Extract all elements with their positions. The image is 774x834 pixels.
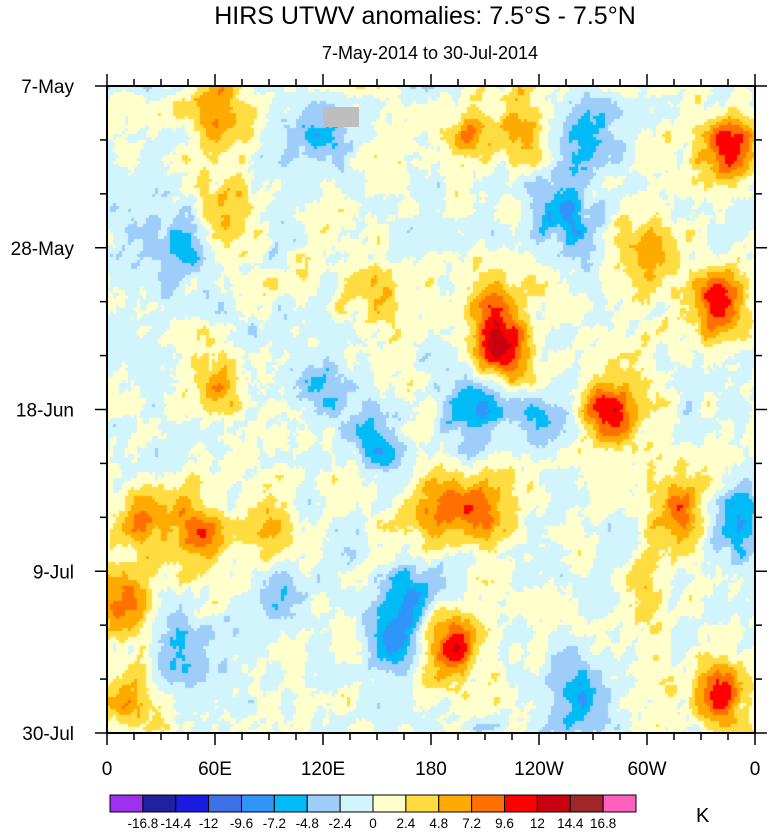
colorbar-level-label: -4.8 [296, 816, 319, 831]
colorbar-swatch [273, 794, 308, 813]
colorbar-swatch [438, 794, 473, 813]
colorbar-swatch [175, 794, 210, 813]
axis-ticks [95, 74, 767, 745]
colorbar-swatch [536, 794, 571, 813]
x-tick-label: 120W [514, 759, 564, 780]
chart-subtitle: 7-May-2014 to 30-Jul-2014 [322, 43, 538, 63]
colorbar-level-label: 2.4 [396, 816, 415, 831]
colorbar-swatch [306, 794, 341, 813]
colorbar-level-label: -9.6 [230, 816, 253, 831]
colorbar-swatch [602, 794, 637, 813]
colorbar-level-label: 16.8 [590, 816, 616, 831]
colorbar-level-label: -7.2 [263, 816, 286, 831]
colorbar-swatch [109, 794, 144, 813]
heatmap-field [107, 86, 755, 733]
x-tick-label: 60E [198, 759, 232, 780]
colorbar-level-label: -16.8 [127, 816, 158, 831]
colorbar-swatch [405, 794, 440, 813]
colorbar-swatch [569, 794, 604, 813]
colorbar-swatch [339, 794, 374, 813]
y-tick-label: 28-May [11, 239, 75, 260]
colorbar-swatch [471, 794, 505, 813]
colorbar-level-label: -2.4 [328, 816, 352, 831]
x-tick-label: 0 [750, 759, 761, 780]
y-tick-label: 30-Jul [22, 724, 74, 745]
colorbar-swatch [142, 794, 177, 813]
x-tick-label: 60W [627, 759, 666, 780]
y-tick-label: 9-Jul [33, 562, 74, 583]
x-tick-label: 0 [102, 759, 113, 780]
colorbar-units: K [696, 805, 710, 827]
colorbar-level-label: 4.8 [429, 816, 448, 831]
colorbar-labels: -16.8 -14.4 -12 -9.6 -7.2 -4.8 -2.4 0 2.4 4.8 7.2 9… [127, 816, 616, 831]
colorbar-level-label: -14.4 [160, 816, 191, 831]
colorbar-swatch [241, 794, 275, 813]
x-tick-label: 120E [301, 759, 345, 780]
colorbar-level-label: 0 [369, 816, 377, 831]
y-axis-labels: 7-May 28-May 18-Jun 9-Jul 30-Jul [11, 77, 75, 745]
colorbar-swatch [372, 794, 407, 813]
colorbar-level-label: 9.6 [495, 816, 514, 831]
x-tick-label: 180 [415, 759, 447, 780]
colorbar [109, 794, 637, 813]
x-axis-labels: 0 60E 120E 180 120W 60W 0 [102, 759, 761, 780]
y-tick-label: 18-Jun [16, 401, 74, 422]
colorbar-level-label: 12 [530, 816, 545, 831]
colorbar-swatch [504, 794, 538, 813]
colorbar-level-label: 7.2 [462, 816, 481, 831]
colorbar-level-label: -12 [199, 816, 219, 831]
y-tick-label: 7-May [21, 77, 74, 98]
colorbar-level-label: 14.4 [557, 816, 584, 831]
missing-data-patch [323, 107, 359, 127]
colorbar-swatch [208, 794, 242, 813]
chart-title: HIRS UTWV anomalies: 7.5°S - 7.5°N [214, 2, 636, 30]
